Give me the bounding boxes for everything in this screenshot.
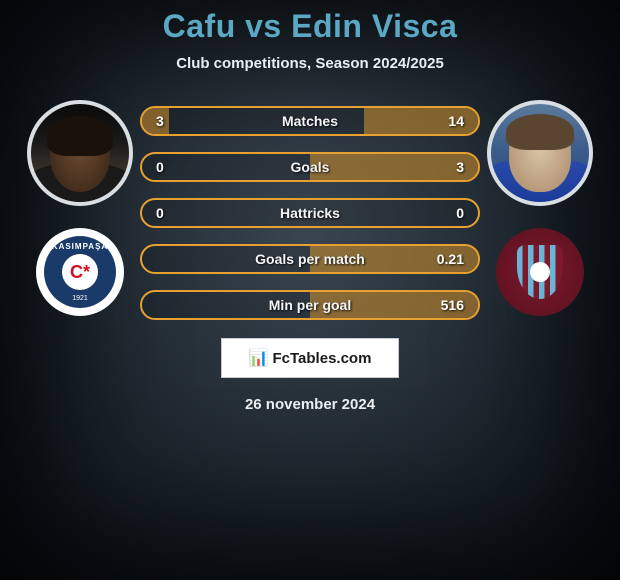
club-left-emblem: C* bbox=[62, 254, 98, 290]
stat-value-right: 3 bbox=[456, 159, 464, 175]
stat-value-right: 0 bbox=[456, 205, 464, 221]
stat-fill-right bbox=[310, 154, 478, 180]
club-right-badge bbox=[496, 228, 584, 316]
stat-label: Goals bbox=[291, 159, 330, 175]
main-row: KASIMPAŞA C* 1921 3 Matches 14 0 Goals 3 0 Hatt… bbox=[0, 100, 620, 320]
stat-label: Goals per match bbox=[255, 251, 365, 267]
stat-label: Hattricks bbox=[280, 205, 340, 221]
stat-bar: Min per goal 516 bbox=[140, 290, 480, 320]
branding-text: FcTables.com bbox=[273, 350, 372, 367]
stat-bar: Goals per match 0.21 bbox=[140, 244, 480, 274]
date-label: 26 november 2024 bbox=[245, 396, 375, 413]
player-right-avatar bbox=[487, 100, 593, 206]
club-left-name: KASIMPAŞA bbox=[52, 242, 108, 251]
page-subtitle: Club competitions, Season 2024/2025 bbox=[176, 55, 444, 72]
branding-box[interactable]: 📊 FcTables.com bbox=[221, 338, 399, 378]
stat-bars: 3 Matches 14 0 Goals 3 0 Hattricks 0 Goals per ma… bbox=[140, 106, 480, 320]
player-left-avatar bbox=[27, 100, 133, 206]
stat-value-right: 0.21 bbox=[437, 251, 464, 267]
stat-value-left: 0 bbox=[156, 159, 164, 175]
stat-value-left: 0 bbox=[156, 205, 164, 221]
left-column: KASIMPAŞA C* 1921 bbox=[20, 100, 140, 316]
stat-label: Min per goal bbox=[269, 297, 351, 313]
content-root: Cafu vs Edin Visca Club competitions, Se… bbox=[0, 0, 620, 413]
stat-bar: 0 Hattricks 0 bbox=[140, 198, 480, 228]
stat-label: Matches bbox=[282, 113, 338, 129]
club-left-badge: KASIMPAŞA C* 1921 bbox=[36, 228, 124, 316]
chart-icon: 📊 bbox=[249, 348, 269, 368]
stat-bar: 0 Goals 3 bbox=[140, 152, 480, 182]
stat-value-right: 516 bbox=[441, 297, 464, 313]
right-column bbox=[480, 100, 600, 316]
stat-value-left: 3 bbox=[156, 113, 164, 129]
club-left-year: 1921 bbox=[72, 295, 88, 302]
stat-bar: 3 Matches 14 bbox=[140, 106, 480, 136]
page-title: Cafu vs Edin Visca bbox=[163, 8, 458, 45]
stat-value-right: 14 bbox=[448, 113, 464, 129]
